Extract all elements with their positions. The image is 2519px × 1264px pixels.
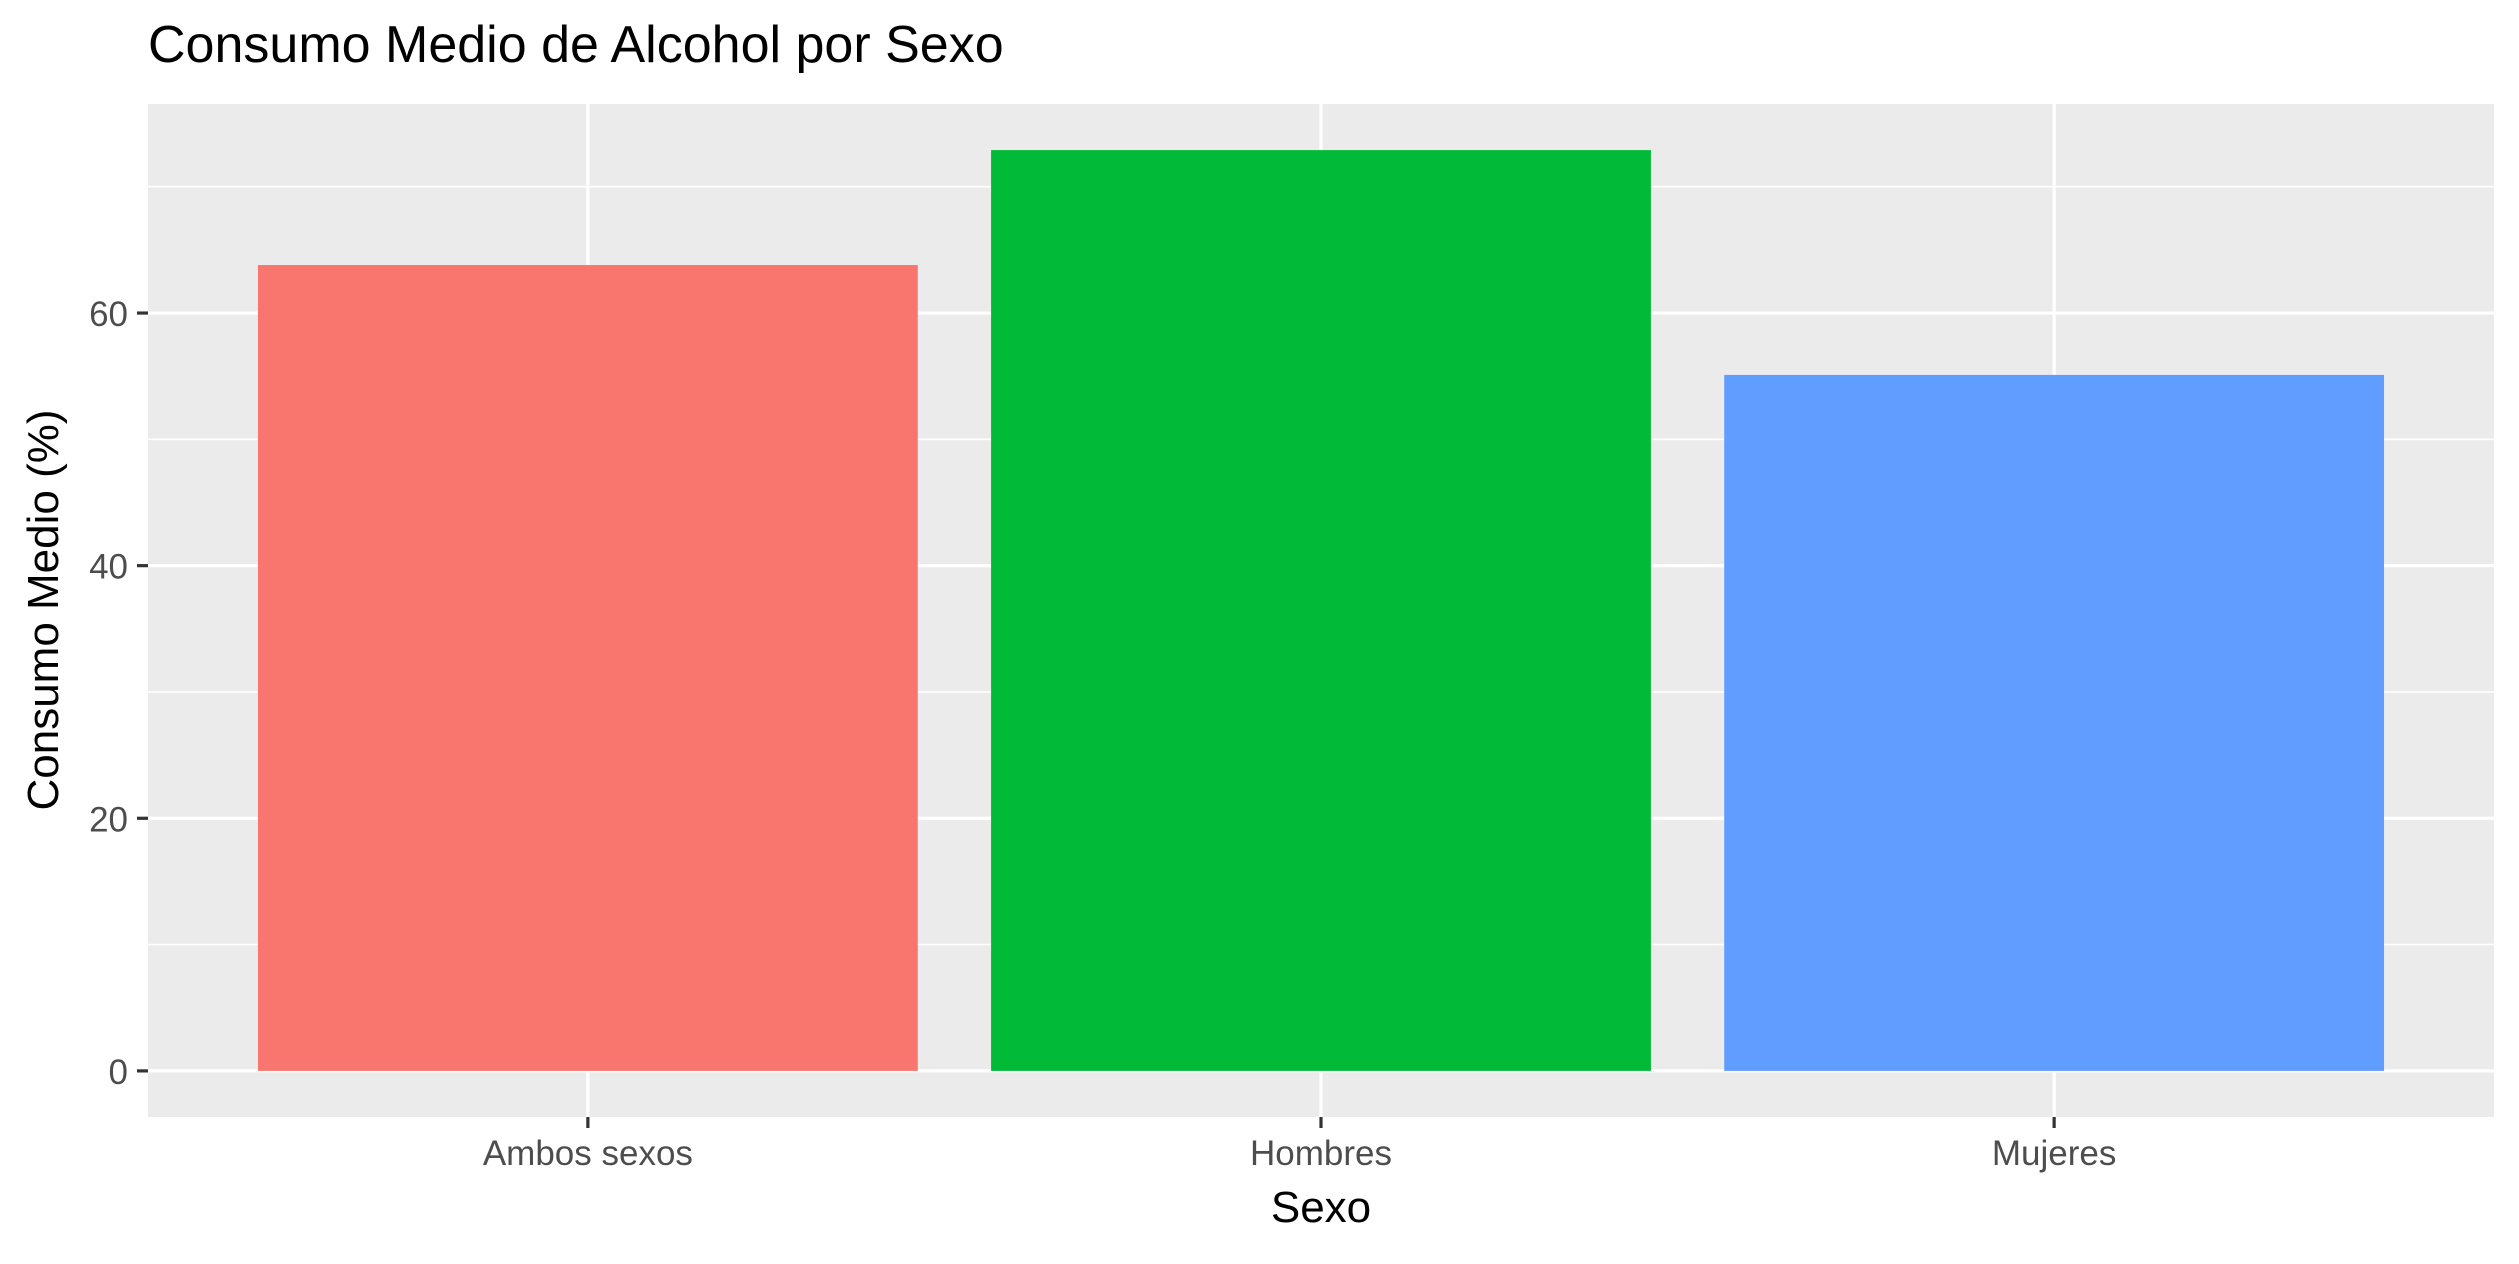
bar-hombres	[991, 150, 1651, 1071]
y-tick-label: 20	[89, 800, 128, 839]
x-axis-title: Sexo	[1271, 1183, 1371, 1232]
y-tick-label: 40	[89, 548, 128, 587]
x-tick-label: Mujeres	[1992, 1134, 2116, 1173]
chart-title: Consumo Medio de Alcohol por Sexo	[148, 16, 1004, 74]
bar-ambos-sexos	[257, 265, 918, 1071]
bars	[257, 150, 2385, 1071]
x-tick-label: Ambos sexos	[483, 1134, 693, 1173]
y-axis-title: Consumo Medio (%)	[19, 409, 68, 810]
x-tick-label: Hombres	[1250, 1134, 1392, 1173]
y-axis: 0 20 40 60	[89, 295, 148, 1092]
y-tick-label: 60	[89, 295, 128, 334]
bar-mujeres	[1724, 374, 2385, 1071]
x-axis: Ambos sexos Hombres Mujeres	[483, 1117, 2116, 1173]
y-tick-label: 0	[109, 1053, 128, 1092]
